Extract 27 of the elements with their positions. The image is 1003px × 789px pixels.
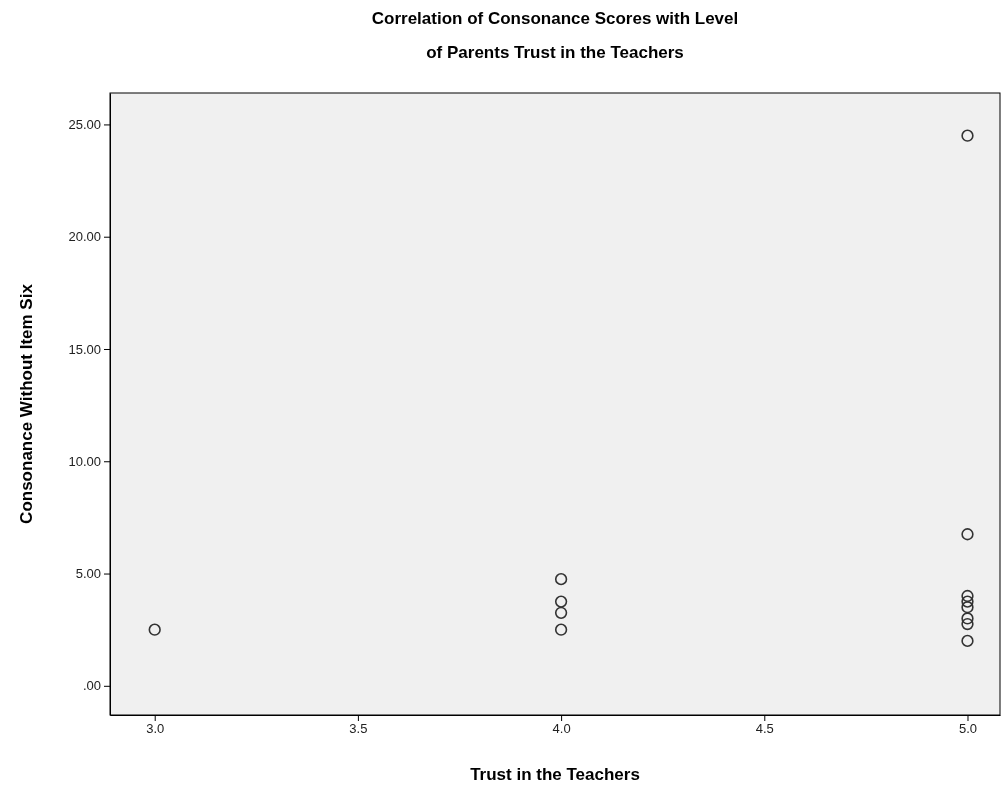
- x-tick-label: 4.5: [755, 721, 774, 737]
- point: [554, 573, 568, 586]
- point: [148, 623, 161, 636]
- y-tick-label: 25.00: [68, 117, 101, 133]
- point: [961, 528, 974, 541]
- point: [554, 606, 568, 619]
- point: [961, 595, 974, 608]
- point: [961, 634, 974, 648]
- x-tick-label: 5.0: [958, 721, 978, 737]
- x-tick-label: 3.5: [349, 721, 368, 737]
- point: [961, 129, 974, 142]
- x-tick-label: 3.0: [146, 721, 165, 737]
- y-tick-label: 20.00: [68, 229, 101, 245]
- y-tick-label: 5.00: [75, 566, 101, 582]
- point: [961, 617, 974, 631]
- x-tick-label: 4.0: [552, 721, 571, 737]
- point: [961, 612, 974, 625]
- point: [961, 601, 974, 614]
- point: [554, 623, 568, 636]
- y-tick-label: 15.00: [68, 341, 101, 357]
- point: [554, 595, 568, 608]
- y-tick-label: .00: [82, 678, 101, 694]
- y-tick-label: 10.00: [68, 453, 101, 469]
- x-axis-title: Trust in the Teachers: [470, 765, 640, 784]
- y-axis-title: Consonance Without Item Six: [17, 283, 36, 524]
- point: [961, 589, 974, 603]
- chart-title: Correlation of Consonance Scores with Level of Parents Trust in the Teachers: [371, 9, 739, 62]
